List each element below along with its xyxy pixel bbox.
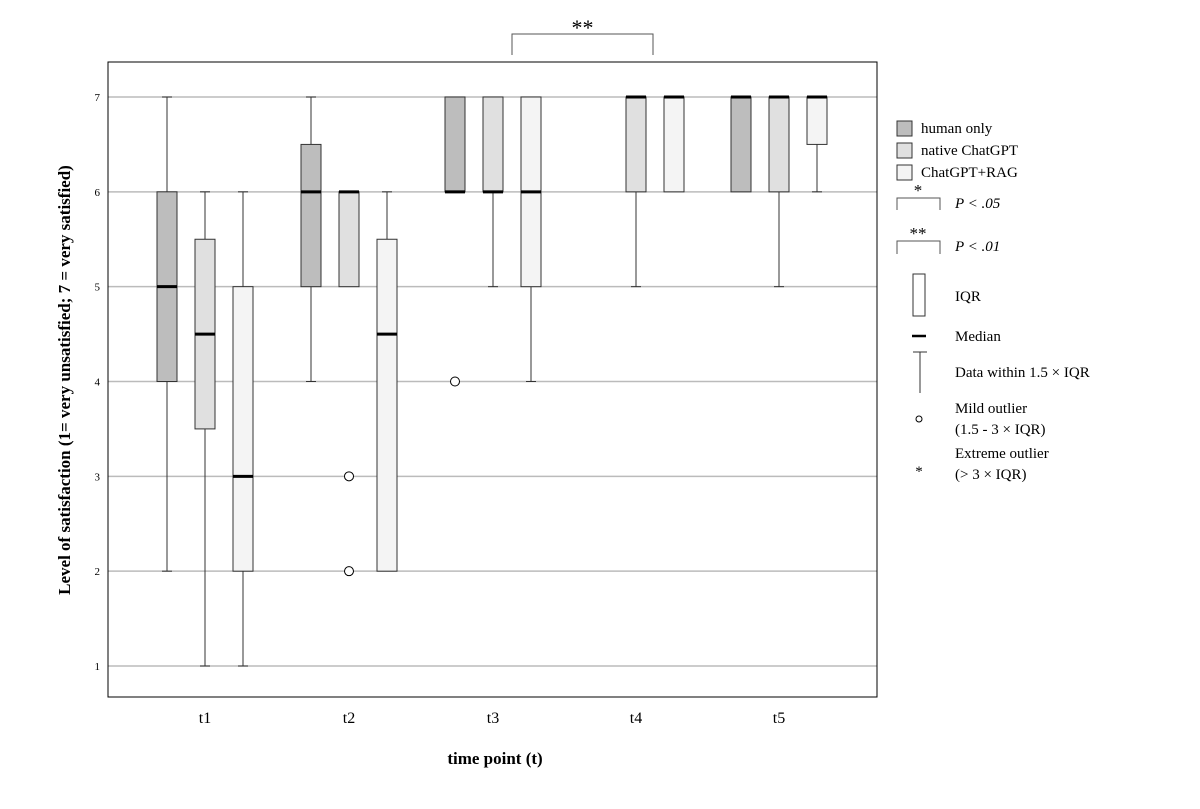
box-t3-series-2 [520, 96, 542, 382]
legend-extreme-label-1: Extreme outlier [955, 446, 1049, 462]
legend-mild-label-1: Mild outlier [955, 401, 1027, 417]
y-tick-label: 4 [95, 377, 101, 389]
iqr-box [625, 96, 647, 193]
box-t5-series-0 [730, 95, 752, 193]
legend-sig01-stars: ** [910, 224, 927, 243]
y-tick-label: 1 [95, 661, 101, 673]
iqr-box [768, 96, 790, 193]
legend-sig01-label: P < .01 [954, 239, 1000, 255]
box-t2-series-0 [300, 96, 322, 382]
box-t2-series-2 [376, 191, 398, 572]
significance-annotations: ** [511, 15, 654, 55]
box-t4-series-1 [625, 95, 647, 288]
legend-whisker-label: Data within 1.5 × IQR [955, 365, 1090, 381]
legend-label-0: human only [921, 121, 993, 137]
box-t4-series-2 [663, 95, 685, 193]
y-axis-ticks: 1 2 3 4 5 6 7 [95, 92, 101, 673]
mild-outlier [450, 376, 460, 387]
y-tick-label: 2 [95, 566, 101, 578]
legend-extreme-label-2: (> 3 × IQR) [955, 467, 1027, 483]
legend-sig05-bracket [896, 197, 941, 210]
boxes [156, 95, 828, 667]
iqr-box [444, 96, 466, 193]
box-t5-series-2 [806, 95, 828, 193]
iqr-box [663, 96, 685, 193]
y-tick-label: 3 [95, 471, 101, 483]
legend-mild-label-2: (1.5 - 3 × IQR) [955, 422, 1046, 438]
x-tick-label: t1 [199, 710, 211, 727]
plot-frame [107, 61, 878, 698]
box-t1-series-0 [156, 96, 178, 572]
x-tick-label: t2 [343, 710, 355, 727]
legend-sig05-stars: * [914, 181, 923, 200]
legend-whisker-symbol [913, 351, 927, 393]
mild-outlier [344, 566, 354, 577]
y-tick-label: 7 [95, 92, 101, 104]
box-t1-series-1 [194, 191, 216, 667]
box-t1-series-2 [232, 191, 254, 667]
x-axis-label: time point (t) [447, 749, 542, 768]
significance-stars: ** [572, 15, 594, 40]
iqr-box [482, 96, 504, 193]
x-tick-label: t4 [630, 710, 642, 727]
mild-outlier [344, 471, 354, 482]
x-tick-label: t5 [773, 710, 785, 727]
y-tick-label: 6 [95, 187, 101, 199]
x-tick-label: t3 [487, 710, 499, 727]
legend-sig05-label: P < .05 [954, 196, 1001, 212]
box-t5-series-1 [768, 95, 790, 288]
y-tick-label: 5 [95, 282, 101, 294]
legend-swatch-2 [896, 164, 913, 181]
legend-swatch-1 [896, 142, 913, 159]
iqr-box [232, 286, 254, 572]
iqr-box [300, 143, 322, 288]
legend-sig01-bracket [896, 240, 941, 254]
iqr-box [338, 191, 360, 288]
legend-swatch-0 [896, 120, 913, 137]
y-axis-label: Level of satisfaction (1= very unsatisfi… [55, 165, 74, 595]
box-t3-series-1 [482, 96, 504, 288]
iqr-box [376, 238, 398, 572]
box-t3-series-0 [444, 96, 466, 387]
legend-label-1: native ChatGPT [921, 143, 1018, 159]
iqr-box [730, 96, 752, 193]
significance-bracket [511, 33, 654, 55]
legend-iqr-label: IQR [955, 289, 981, 305]
legend-extreme-outlier-symbol: * [915, 464, 923, 480]
legend-iqr-symbol [912, 273, 926, 317]
legend: human only native ChatGPT ChatGPT+RAG * P … [896, 120, 1090, 483]
legend-label-2: ChatGPT+RAG [921, 165, 1018, 181]
legend-median-label: Median [955, 329, 1001, 345]
box-t2-series-1 [338, 190, 360, 577]
x-axis-ticks: t1 t2 t3 t4 t5 [199, 710, 785, 727]
iqr-box [806, 96, 828, 145]
legend-mild-outlier-symbol [915, 415, 923, 423]
